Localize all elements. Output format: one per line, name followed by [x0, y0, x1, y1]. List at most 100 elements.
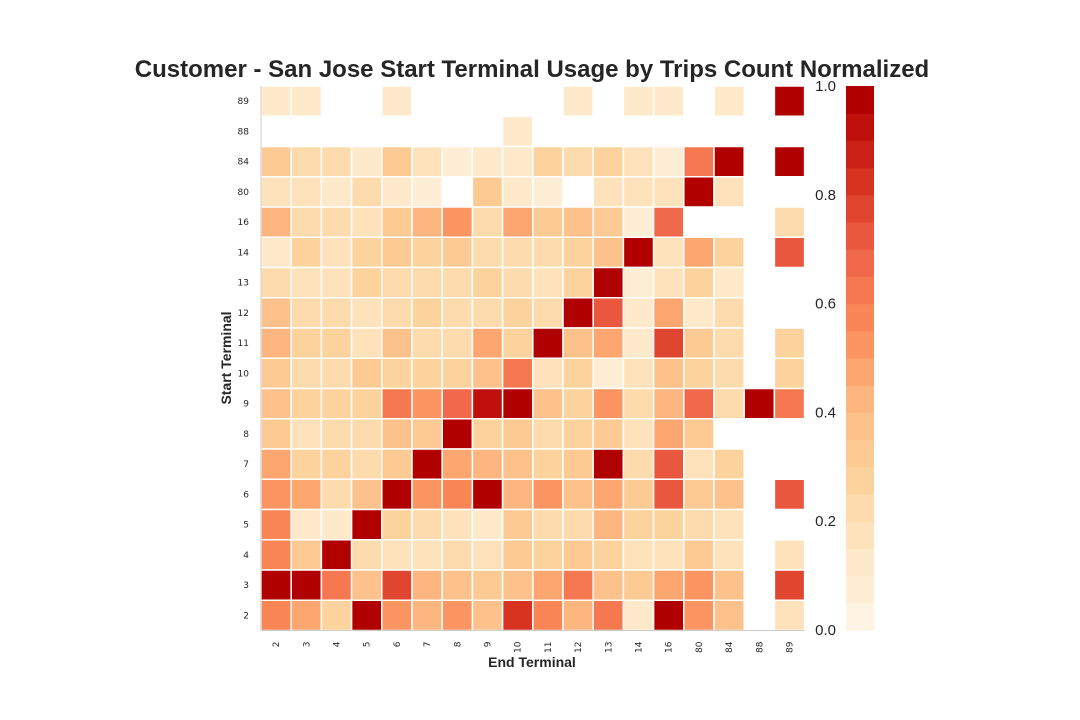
y-tick-label: 12: [238, 309, 249, 319]
heatmap-cell: [260, 508, 292, 541]
heatmap-cell: [683, 387, 715, 420]
heatmap-cell: [592, 357, 625, 390]
heatmap-cell: [622, 357, 655, 390]
heatmap-cell: [471, 418, 504, 450]
heatmap-cell: [562, 569, 594, 601]
colorbar-segment: [846, 330, 874, 359]
heatmap-cell: [773, 478, 806, 511]
heatmap-cell: [652, 236, 685, 269]
heatmap-cell: [652, 85, 685, 117]
heatmap-cell: [411, 357, 443, 390]
heatmap-cell: [260, 176, 292, 208]
heatmap-cell: [532, 236, 564, 269]
heatmap-cell: [411, 236, 443, 269]
heatmap-cell: [683, 176, 715, 208]
y-tick-label: 89: [238, 97, 250, 107]
heatmap-cell: [622, 569, 655, 601]
heatmap-cell: [411, 297, 443, 329]
colorbar-segment: [846, 548, 874, 577]
heatmap-cell: [622, 85, 655, 117]
heatmap-cell: [773, 387, 806, 420]
heatmap-cell: [441, 206, 474, 238]
heatmap-cell: [592, 569, 625, 601]
y-tick-label: 84: [238, 158, 250, 168]
heatmap-cell: [350, 266, 383, 299]
heatmap-cell: [381, 569, 413, 601]
heatmap-cell: [773, 236, 806, 269]
heatmap-cell: [381, 508, 413, 541]
heatmap-cell: [532, 508, 564, 541]
heatmap-cell: [441, 236, 474, 269]
heatmap-cell: [562, 206, 594, 238]
heatmap-cell: [260, 145, 292, 178]
y-tick-label: 6: [243, 490, 249, 500]
heatmap-cell: [683, 145, 715, 178]
heatmap-cell: [501, 357, 534, 390]
heatmap-cell: [411, 176, 443, 208]
colorbar-tick-label: 0.8: [815, 187, 836, 204]
heatmap-cell: [532, 176, 564, 208]
colorbar-segment: [846, 249, 874, 277]
heatmap-cell: [411, 418, 443, 450]
heatmap-cell: [562, 327, 594, 359]
heatmap-cell: [381, 327, 413, 359]
heatmap-cell: [350, 327, 383, 359]
x-tick-label: 88: [755, 641, 765, 653]
colorbar-tick-label: 1.0: [815, 78, 836, 95]
heatmap-cell: [501, 448, 534, 480]
x-tick-label: 13: [604, 642, 614, 653]
heatmap-cell: [350, 478, 383, 511]
heatmap-cell: [652, 569, 685, 601]
heatmap-cell: [532, 145, 564, 178]
colorbar-tick-label: 0.4: [815, 404, 836, 421]
heatmap-cell: [592, 418, 625, 450]
chart-title: Customer - San Jose Start Terminal Usage…: [134, 56, 930, 83]
heatmap-cell: [471, 297, 504, 329]
heatmap-cell: [501, 387, 534, 420]
heatmap-cell: [441, 508, 474, 541]
heatmap-cell: [683, 569, 715, 601]
heatmap-cell: [562, 478, 594, 511]
colorbar-segment: [846, 385, 874, 413]
heatmap-cell: [441, 266, 474, 299]
heatmap-cell: [350, 145, 383, 178]
heatmap-cell: [411, 478, 443, 511]
heatmap-cell: [652, 448, 685, 480]
heatmap-cell: [713, 297, 745, 329]
heatmap-cell: [592, 297, 625, 329]
heatmap-cell: [532, 448, 564, 480]
y-tick-label: 4: [243, 551, 249, 561]
heatmap-cell: [411, 448, 443, 480]
heatmap-cell: [381, 85, 413, 117]
x-tick-label: 8: [453, 641, 463, 647]
heatmap-cell: [683, 448, 715, 480]
y-tick-label: 2: [243, 611, 249, 621]
heatmap-cell: [471, 206, 504, 238]
heatmap-cell: [562, 448, 594, 480]
colorbar-segment: [846, 358, 874, 386]
heatmap-cell: [501, 266, 534, 299]
heatmap-cell: [652, 145, 685, 178]
heatmap-cell: [592, 599, 625, 632]
colorbar-segment: [846, 222, 874, 250]
heatmap-cell: [562, 266, 594, 299]
heatmap-cell: [532, 418, 564, 450]
heatmap-cell: [683, 236, 715, 269]
heatmap-cell: [381, 448, 413, 480]
heatmap-cell: [350, 206, 383, 238]
heatmap-cell: [441, 448, 474, 480]
heatmap-cell: [562, 236, 594, 269]
colorbar-segment: [846, 167, 874, 196]
heatmap-cell: [290, 387, 323, 420]
heatmap-cell: [773, 327, 806, 359]
y-tick-label: 16: [238, 218, 250, 228]
heatmap-cell: [592, 448, 625, 480]
heatmap-cell: [713, 599, 745, 632]
heatmap-cell: [652, 206, 685, 238]
heatmap-cell: [652, 539, 685, 571]
heatmap-cell: [592, 539, 625, 571]
heatmap-cell: [652, 327, 685, 359]
heatmap-cell: [260, 418, 292, 450]
x-tick-label: 4: [333, 641, 343, 647]
heatmap-cell: [411, 327, 443, 359]
